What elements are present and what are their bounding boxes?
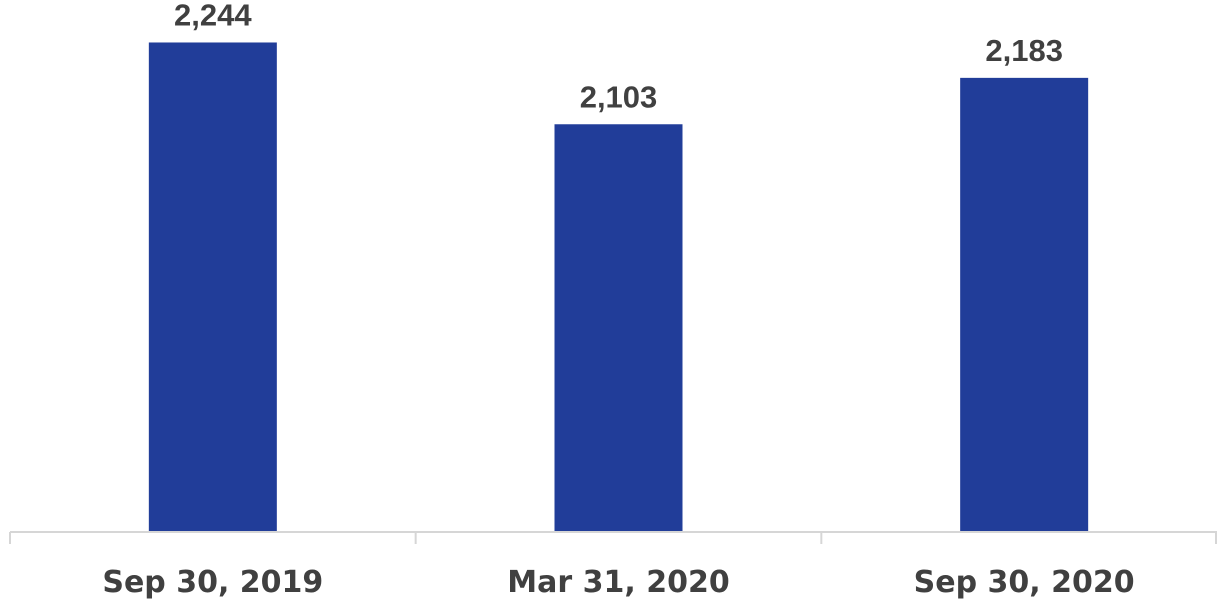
category-label-2: Mar 31, 2020 <box>507 565 729 599</box>
bar-2 <box>554 124 683 532</box>
category-labels-group: Sep 30, 2019 Mar 31, 2020 Sep 30, 2020 <box>102 565 1134 599</box>
bar-1 <box>148 42 277 532</box>
bars-group <box>148 42 1089 533</box>
value-label-3: 2,183 <box>985 33 1063 68</box>
value-labels-group: 2,244 2,103 2,183 <box>174 0 1063 114</box>
bar-3 <box>960 77 1089 533</box>
category-label-1: Sep 30, 2019 <box>102 565 323 599</box>
x-axis-ticks <box>9 532 1217 544</box>
category-label-3: Sep 30, 2020 <box>914 565 1135 599</box>
value-label-1: 2,244 <box>174 0 252 32</box>
value-label-2: 2,103 <box>580 79 658 114</box>
